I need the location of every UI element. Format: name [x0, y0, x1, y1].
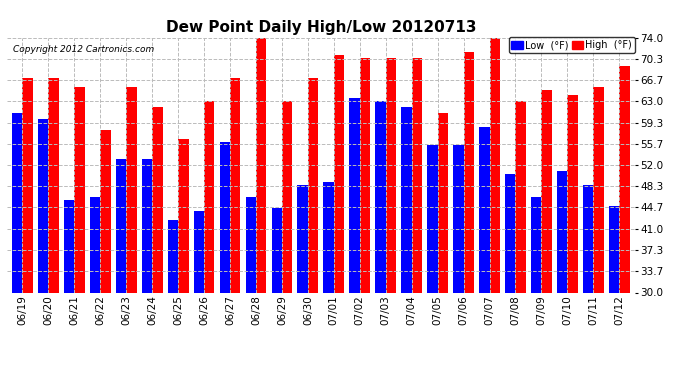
Bar: [75, 87, 85, 292]
Bar: [64, 200, 75, 292]
Bar: [23, 78, 33, 292]
Bar: [542, 90, 552, 292]
Bar: [619, 66, 629, 292]
Bar: [48, 78, 59, 292]
Bar: [505, 174, 515, 292]
Bar: [246, 197, 256, 292]
Bar: [375, 101, 386, 292]
Bar: [427, 145, 437, 292]
Bar: [12, 113, 23, 292]
Title: Dew Point Daily High/Low 20120713: Dew Point Daily High/Low 20120713: [166, 20, 476, 35]
Bar: [168, 220, 178, 292]
Bar: [349, 98, 359, 292]
Bar: [126, 87, 137, 292]
Bar: [412, 58, 422, 292]
Bar: [38, 118, 48, 292]
Bar: [515, 101, 526, 292]
Bar: [219, 142, 230, 292]
Bar: [386, 58, 396, 292]
Bar: [204, 101, 215, 292]
Bar: [142, 159, 152, 292]
Bar: [437, 113, 448, 292]
Bar: [324, 182, 334, 292]
Bar: [583, 185, 593, 292]
Legend: Low  (°F), High  (°F): Low (°F), High (°F): [509, 38, 635, 53]
Bar: [609, 206, 619, 292]
Bar: [256, 38, 266, 292]
Bar: [453, 145, 464, 292]
Bar: [272, 209, 282, 292]
Bar: [297, 185, 308, 292]
Bar: [194, 211, 204, 292]
Bar: [178, 139, 188, 292]
Bar: [593, 87, 604, 292]
Bar: [402, 107, 412, 292]
Bar: [531, 197, 542, 292]
Bar: [489, 34, 500, 292]
Bar: [100, 130, 110, 292]
Bar: [152, 107, 163, 292]
Bar: [308, 78, 318, 292]
Bar: [90, 197, 100, 292]
Bar: [116, 159, 126, 292]
Bar: [334, 55, 344, 292]
Bar: [230, 78, 240, 292]
Bar: [282, 101, 293, 292]
Bar: [557, 171, 567, 292]
Text: Copyright 2012 Cartronics.com: Copyright 2012 Cartronics.com: [13, 45, 155, 54]
Bar: [479, 128, 489, 292]
Bar: [464, 52, 474, 292]
Bar: [359, 58, 370, 292]
Bar: [567, 96, 578, 292]
